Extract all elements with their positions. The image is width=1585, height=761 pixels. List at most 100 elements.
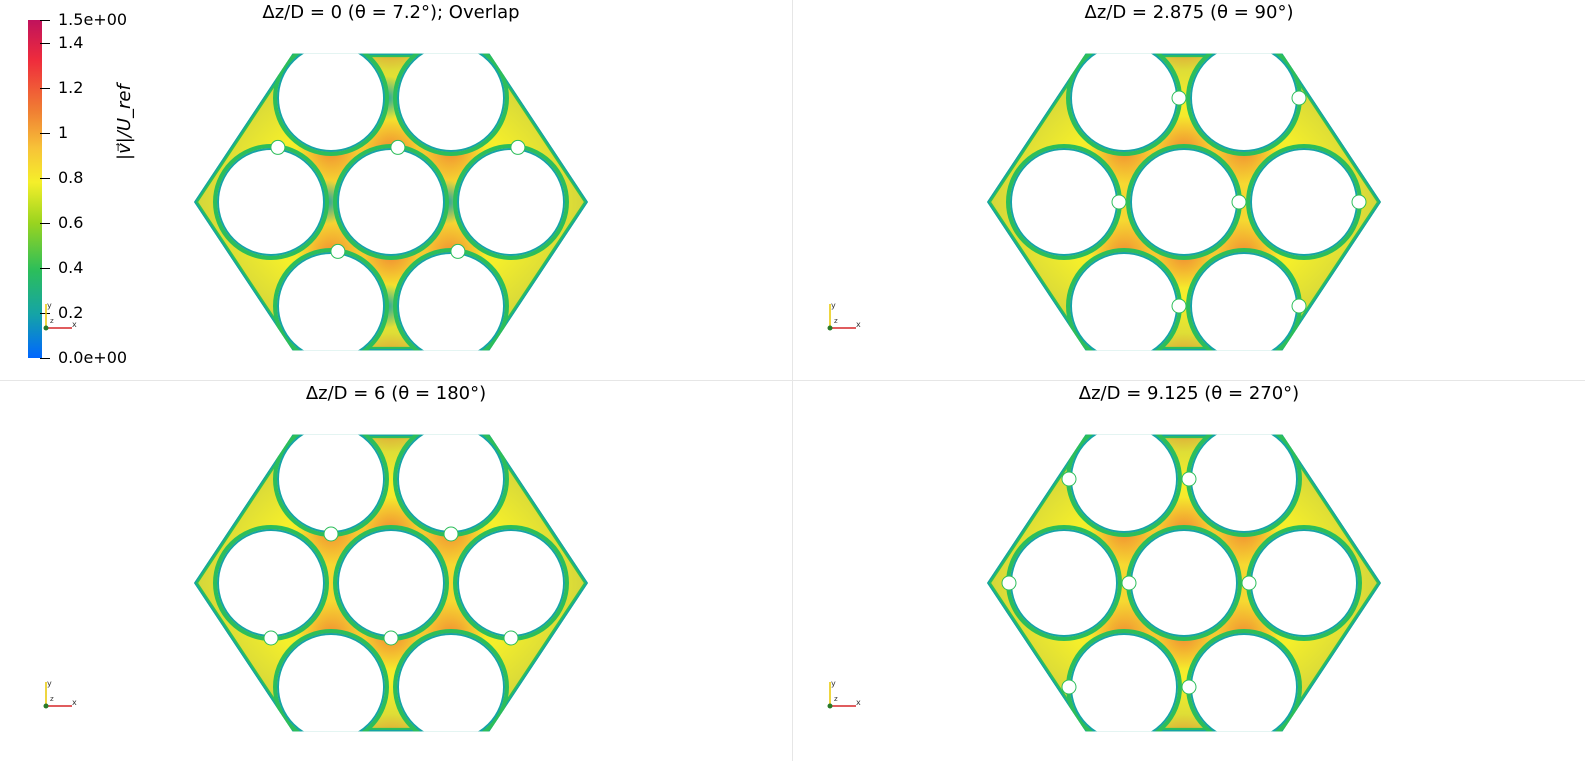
fuel-rod [1190, 633, 1298, 732]
colorbar-title-text: |v⃗|/U_ref [114, 84, 135, 160]
wire-wrap [1121, 575, 1137, 591]
colorbar-title: |v⃗|/U_ref [114, 84, 138, 160]
fuel-rod [1130, 148, 1238, 256]
wire-wrap [1231, 194, 1247, 210]
fuel-rod [277, 434, 385, 533]
axes-triad-2: x yz [827, 301, 861, 331]
fuel-rod [1190, 252, 1298, 351]
flow-field-1 [194, 36, 588, 351]
colorbar-tick [40, 88, 50, 89]
fuel-rod [397, 434, 505, 533]
panel-2: Δz/D = 2.875 (θ = 90°) [793, 0, 1585, 380]
wire-wrap [323, 526, 339, 542]
wire-wrap [390, 139, 406, 155]
colorbar-tick-label: 0.4 [58, 258, 84, 277]
colorbar-tick-label: 0.2 [58, 303, 84, 322]
wire-wrap [1181, 679, 1197, 695]
wire-wrap-stem [457, 43, 458, 51]
colorbar-tick [40, 20, 50, 21]
fuel-rod [457, 148, 565, 256]
colorbar-tick-label: 1.4 [58, 33, 84, 52]
fuel-rod [397, 252, 505, 351]
x-axis-label: x [856, 698, 861, 707]
colorbar-tick [40, 223, 50, 224]
fuel-rod [217, 148, 325, 256]
z-axis-label: z [50, 317, 54, 325]
colorbar-tick-label: 0.0e+00 [58, 348, 128, 367]
fuel-rod [337, 148, 445, 256]
rod-boundary-layer [273, 629, 389, 732]
wire-wrap [330, 243, 346, 259]
fuel-rod [1070, 434, 1178, 533]
wire-wrap [1291, 298, 1307, 314]
fuel-rod [277, 633, 385, 732]
wire-wrap [1351, 194, 1367, 210]
wire-wrap [1171, 298, 1187, 314]
wire-wrap [1061, 679, 1077, 695]
panel-3-title: Δz/D = 6 (θ = 180°) [305, 383, 487, 404]
wire-wrap [383, 630, 399, 646]
wire-wrap [510, 139, 526, 155]
wire-wrap [503, 630, 519, 646]
wire-wrap-stem [337, 43, 338, 51]
panel-1: Δz/D = 0 (θ = 7.2°); Overlap [0, 0, 792, 380]
colorbar-tick [40, 313, 50, 314]
wire-wrap [1001, 575, 1017, 591]
panel-4: Δz/D = 9.125 (θ = 270°) [793, 381, 1585, 761]
fuel-rod [1070, 633, 1178, 732]
panel-3: Δz/D = 6 (θ = 180°) [0, 381, 792, 761]
fuel-rod [1250, 529, 1358, 637]
wire-wrap [1241, 575, 1257, 591]
colorbar-gradient [28, 20, 42, 358]
fuel-rod [397, 633, 505, 732]
hex-duct [194, 434, 588, 749]
fuel-rod [1250, 148, 1358, 256]
wire-wrap [324, 735, 338, 749]
rod-boundary-layer [393, 53, 509, 156]
wire-wrap [451, 36, 465, 50]
z-axis-origin [43, 325, 49, 331]
z-axis-origin [43, 703, 49, 709]
rod-boundary-layer [393, 629, 509, 732]
y-axis-label: y [47, 679, 52, 688]
hex-duct [987, 434, 1381, 732]
hex-duct [987, 53, 1381, 351]
colorbar-tick-label: 1.5e+00 [58, 10, 128, 29]
colorbar-tick-label: 1.2 [58, 78, 84, 97]
z-axis-label: z [834, 317, 838, 325]
colorbar-tick [40, 178, 50, 179]
colorbar-tick [40, 268, 50, 269]
colorbar-tick [40, 133, 50, 134]
colorbar-tick-label: 0.6 [58, 213, 84, 232]
z-axis-origin [827, 703, 833, 709]
wire-wrap [1291, 90, 1307, 106]
axes-triad-3: x yz [43, 679, 77, 709]
z-axis-label: z [834, 695, 838, 703]
rod-boundary-layer [273, 53, 389, 156]
wire-wrap [1171, 90, 1187, 106]
x-axis-label: x [72, 320, 77, 329]
fuel-rod [397, 53, 505, 152]
wire-wrap [1111, 194, 1127, 210]
flow-field-3 [194, 434, 588, 749]
wire-wrap [443, 526, 459, 542]
colorbar-tick-label: 0.8 [58, 168, 84, 187]
y-axis-label: y [831, 679, 836, 688]
hex-duct [194, 36, 588, 351]
axes-triad-4: x yz [827, 679, 861, 709]
panel-divider-horizontal [0, 380, 1585, 381]
fuel-rod [1070, 53, 1178, 152]
fuel-rod [217, 529, 325, 637]
colorbar [28, 20, 42, 358]
z-axis-label: z [50, 695, 54, 703]
fuel-rod [1190, 53, 1298, 152]
panel-2-title: Δz/D = 2.875 (θ = 90°) [1084, 2, 1294, 23]
wire-wrap [444, 735, 458, 749]
fuel-rod [1010, 529, 1118, 637]
fuel-rod [277, 252, 385, 351]
z-axis-origin [827, 325, 833, 331]
flow-field-4 [987, 434, 1381, 732]
fuel-rod [337, 529, 445, 637]
y-axis-label: y [47, 301, 52, 310]
x-axis-label: x [856, 320, 861, 329]
